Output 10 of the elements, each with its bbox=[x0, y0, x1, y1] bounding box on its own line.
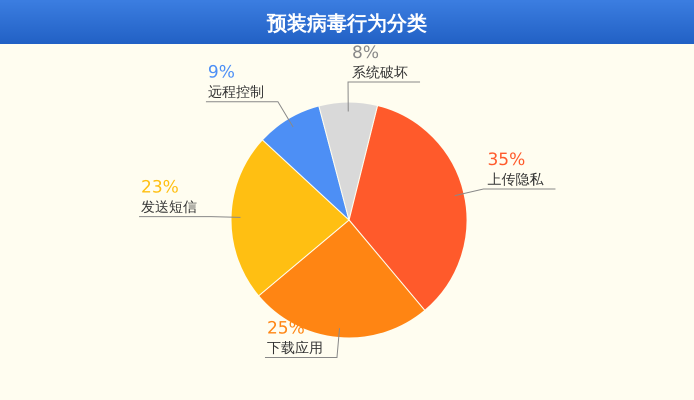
slice-label: 远程控制 bbox=[208, 84, 264, 101]
data-label: 35% bbox=[487, 150, 526, 170]
slice-label: 上传隐私 bbox=[487, 172, 544, 188]
slice-label: 系统破坏 bbox=[352, 65, 408, 82]
data-label: 9% bbox=[208, 62, 235, 83]
slice-label: 发送短信 bbox=[141, 200, 198, 216]
chart-title: 预装病毒行为分类 bbox=[266, 11, 427, 35]
data-label: 23% bbox=[141, 178, 179, 198]
slice-label: 下载应用 bbox=[266, 340, 323, 356]
data-label: 8% bbox=[352, 43, 380, 64]
